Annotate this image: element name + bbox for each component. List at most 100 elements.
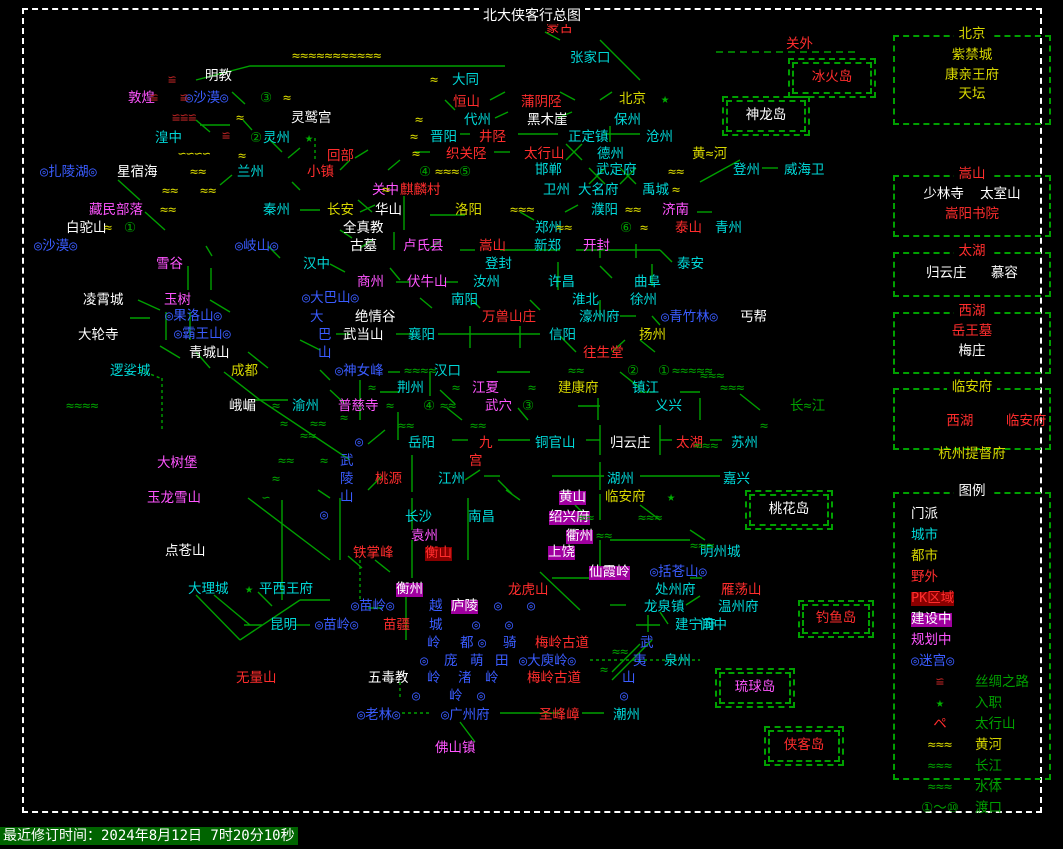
island-label: 桃花岛 xyxy=(768,501,810,518)
map-label: 青城山 xyxy=(189,345,230,361)
island-liuqiudao: 琉球岛 xyxy=(715,668,795,708)
map-label: ◎霸王山◎ xyxy=(174,326,231,342)
water-glyph: ≈ xyxy=(452,380,461,396)
map-label: 郑州 xyxy=(535,220,562,236)
map-label: 圣峰嶂 xyxy=(539,707,580,723)
map-label: 铁掌峰 xyxy=(353,545,394,561)
map-label: 雁荡山 xyxy=(721,582,762,598)
water-glyph: ≈≈≈ xyxy=(720,380,745,396)
map-label: 梅岭古道 xyxy=(535,635,589,651)
water-glyph: ≈≈≈≈ xyxy=(404,363,437,379)
map-label: 全真教 xyxy=(343,220,384,236)
map-label: 织关陉 xyxy=(446,146,487,162)
water-glyph: ≈ xyxy=(382,182,391,198)
water-glyph: ≈≈ xyxy=(310,416,327,432)
map-label: ② xyxy=(250,130,263,146)
water-glyph: ≈ xyxy=(410,129,419,145)
map-label: 渚 xyxy=(458,670,472,686)
map-label: 武定府 xyxy=(596,162,637,178)
map-label: 关外 xyxy=(786,36,813,52)
map-label: 大同 xyxy=(452,72,479,88)
water-glyph: ≈≈ xyxy=(440,398,457,414)
map-label: 温州府 xyxy=(718,599,759,615)
map-label: 逻娑城 xyxy=(110,363,151,379)
map-label: 威海卫 xyxy=(784,162,825,178)
map-label: 大树堡 xyxy=(157,455,198,471)
map-label: 大轮寺 xyxy=(78,327,119,343)
map-label: 处州府 xyxy=(655,582,696,598)
legend-entry: 规划中 xyxy=(911,632,952,648)
map-label: 大名府 xyxy=(578,182,619,198)
map-label: 卢氏县 xyxy=(403,238,444,254)
map-label: 德州 xyxy=(597,146,624,162)
water-glyph: ≈ xyxy=(760,418,769,434)
legend-symbol-glyph: ≈≈≈ xyxy=(927,758,953,774)
map-label: 绍兴府 xyxy=(549,509,590,525)
map-label: 青州 xyxy=(715,220,742,236)
water-glyph: ≈≈ xyxy=(190,164,207,180)
map-label: 代州 xyxy=(464,112,491,128)
map-label: 玉树 xyxy=(164,292,191,308)
map-label: 小镇 xyxy=(307,164,334,180)
map-label: ◎神女峰 xyxy=(335,363,384,379)
map-label: 湟中 xyxy=(155,130,182,146)
map-label: 建宁府 xyxy=(675,617,716,633)
legend-symbol-glyph: ≈≈≈ xyxy=(927,737,953,753)
map-label: ① xyxy=(658,363,671,379)
water-glyph: ≈≈≈ xyxy=(690,538,715,554)
map-label: 伏牛山 xyxy=(407,274,448,290)
panel-title: 西湖 xyxy=(953,303,991,319)
water-glyph: ∽ xyxy=(262,490,271,506)
map-label: 岳阳 xyxy=(408,435,435,451)
map-label: 保州 xyxy=(614,112,641,128)
map-label: 白驼山 xyxy=(66,220,107,236)
legend-symbol-glyph: ★ xyxy=(935,695,945,711)
map-label: 长沙 xyxy=(405,509,432,525)
water-glyph: ≈≈≈ xyxy=(700,368,725,384)
legend-symbol-label: 长江 xyxy=(975,758,1002,774)
page-title: 北大侠客行总图 xyxy=(24,8,1040,24)
water-glyph: ≈≈ xyxy=(668,164,685,180)
panel-row: 岳王墓 xyxy=(951,323,993,339)
water-glyph: ≌ xyxy=(180,90,189,106)
island-taohuadao: 桃花岛 xyxy=(745,490,833,530)
map-label: 闽中 xyxy=(700,617,727,633)
panel-taihu: 太湖 归云庄 慕容 xyxy=(893,243,1051,297)
map-label: 无量山 xyxy=(236,670,277,686)
map-label: 义兴 xyxy=(655,398,682,414)
map-label: 太行山 xyxy=(524,146,565,162)
water-glyph: ≈ xyxy=(600,662,609,678)
map-label: 井陉 xyxy=(479,129,506,145)
water-glyph: ≈≈ xyxy=(612,644,629,660)
panel-title: 北京 xyxy=(953,26,991,42)
map-label: ◎ xyxy=(620,688,629,704)
water-glyph: ≈≈≈ xyxy=(694,438,719,454)
panel-linanfu: 临安府 西湖 临安府 杭州提督府 xyxy=(893,379,1051,460)
map-label: 点苍山 xyxy=(165,543,206,559)
water-glyph: ≈≈ xyxy=(300,428,317,444)
map-label: 商州 xyxy=(357,274,384,290)
map-label: 泰安 xyxy=(677,256,704,272)
map-label: ◎大庾岭◎ xyxy=(519,653,576,669)
map-label: 山 xyxy=(622,670,636,686)
map-label: 武穴 xyxy=(485,398,512,414)
map-label: 成都 xyxy=(231,363,258,379)
panel-xihu: 西湖 岳王墓 梅庄 xyxy=(893,303,1051,374)
legend-symbol-label: 渡口 xyxy=(975,800,1002,816)
water-glyph: ≌ xyxy=(222,128,231,144)
map-label: 渝州 xyxy=(292,398,319,414)
panel-title: 临安府 xyxy=(946,379,998,395)
map-label: ③ xyxy=(522,398,535,414)
map-label: 雪谷 xyxy=(156,256,183,272)
map-label: 淮北 xyxy=(572,292,599,308)
legend-entry: 建设中 xyxy=(911,611,952,627)
map-label: 万兽山庄 xyxy=(482,309,536,325)
map-label: ② xyxy=(627,363,640,379)
map-label: 九 xyxy=(479,435,493,451)
water-glyph: ≈≈ xyxy=(200,183,217,199)
status-text: 最近修订时间：2024年8月12日 7时20分10秒 xyxy=(0,827,298,845)
water-glyph: ≈ xyxy=(238,148,247,164)
map-label: 陵 xyxy=(340,471,354,487)
map-label: ◎ xyxy=(355,434,364,450)
map-label: 武 xyxy=(340,453,354,469)
